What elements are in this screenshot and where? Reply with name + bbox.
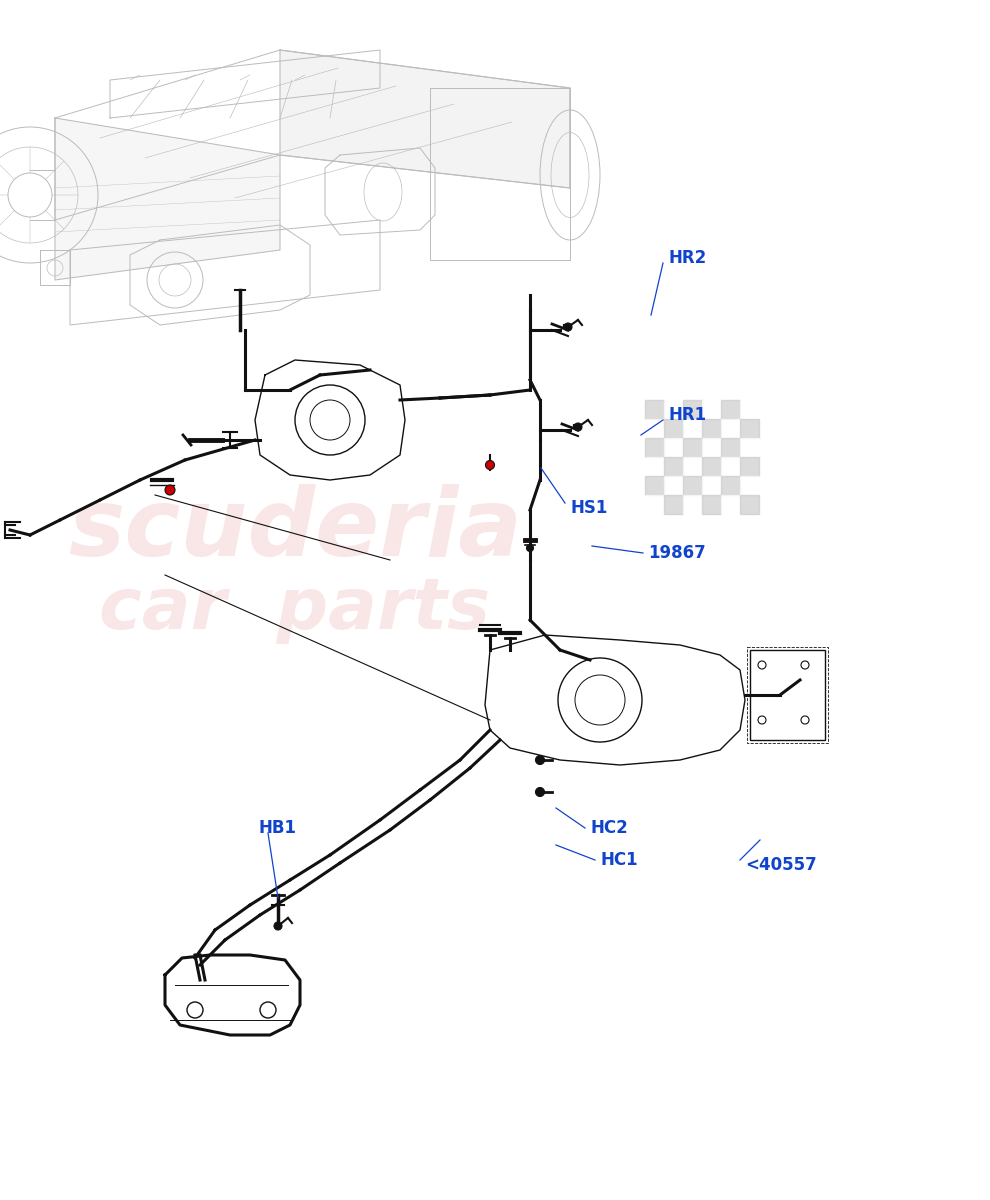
Circle shape [564,323,572,331]
Text: HB1: HB1 [258,818,296,838]
Bar [740,494,759,514]
Text: <40557: <40557 [745,856,817,874]
Circle shape [274,922,282,930]
Bar [683,400,702,419]
Circle shape [574,422,582,431]
Bar [645,457,664,476]
Circle shape [165,485,175,494]
Circle shape [536,756,544,764]
Bar [702,476,721,494]
Bar [740,476,759,494]
Circle shape [527,545,534,552]
Bar [683,419,702,438]
Bar [664,419,683,438]
Text: car  parts: car parts [99,576,491,644]
Bar [645,438,664,457]
Text: HC2: HC2 [590,818,628,838]
Bar [740,400,759,419]
Text: scuderia: scuderia [68,484,522,576]
Circle shape [485,461,494,469]
Bar [721,438,740,457]
Bar [683,457,702,476]
Bar [721,494,740,514]
Text: HS1: HS1 [570,499,608,517]
Bar [664,494,683,514]
Bar [645,419,664,438]
Bar [721,476,740,494]
Bar [683,438,702,457]
Bar [664,400,683,419]
Text: 19867: 19867 [648,544,706,562]
Bar [740,438,759,457]
Bar [750,650,825,740]
Bar [645,400,664,419]
Bar [702,438,721,457]
Bar [664,457,683,476]
Bar [645,476,664,494]
Bar [721,457,740,476]
Polygon shape [280,50,570,188]
Bar [740,419,759,438]
Bar [740,457,759,476]
Bar [721,400,740,419]
Circle shape [536,787,544,797]
Bar [683,494,702,514]
Bar [702,419,721,438]
Bar [702,494,721,514]
Text: HR2: HR2 [668,248,706,266]
Bar [645,494,664,514]
Bar [747,647,828,743]
Text: HC1: HC1 [600,851,638,869]
Bar [702,457,721,476]
Text: HR1: HR1 [668,406,706,424]
Bar [664,476,683,494]
Bar [702,400,721,419]
Bar [683,476,702,494]
Bar [721,419,740,438]
Bar [664,438,683,457]
Polygon shape [55,118,280,280]
